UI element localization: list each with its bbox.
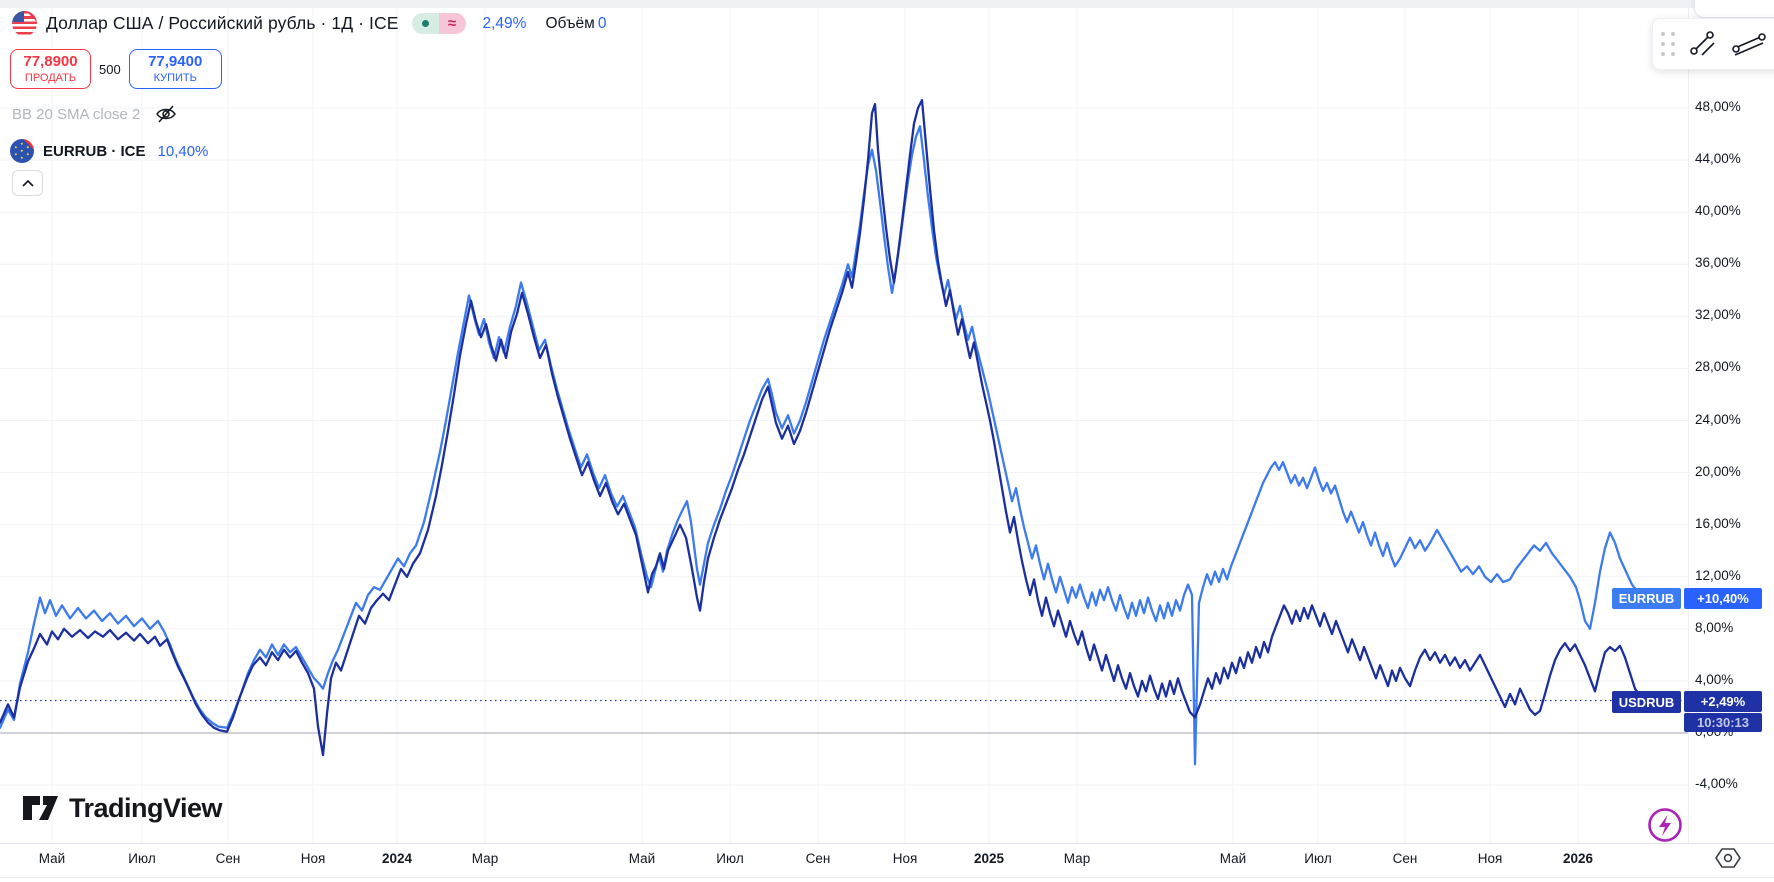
x-axis-tick-label: Июл xyxy=(1304,851,1332,866)
eur-rub-flag-icon xyxy=(10,139,34,163)
usdrub-value-badge: +2,49% xyxy=(1684,691,1762,712)
eurrub-price-label: EURRUB +10,40% xyxy=(1612,588,1762,609)
eurrub-symbol-badge: EURRUB xyxy=(1612,588,1681,609)
x-axis-tick-label: Июл xyxy=(128,851,156,866)
market-status-pill[interactable]: ≈ xyxy=(411,13,466,34)
change-percent: 2,49% xyxy=(482,14,527,32)
symbol-header: Доллар США / Российский рубль · 1Д · ICE… xyxy=(12,11,606,36)
drag-handle-dots-icon[interactable] xyxy=(1661,31,1676,57)
parallel-channel-icon xyxy=(1732,32,1766,56)
lightning-circle-icon xyxy=(1648,808,1682,842)
x-axis-tick-label: Май xyxy=(1219,851,1247,866)
price-axis-separator xyxy=(1688,8,1689,843)
top-right-panel-corner xyxy=(1694,0,1774,18)
sell-button[interactable]: 77,8900 ПРОДАТЬ xyxy=(10,49,91,89)
x-axis-tick-label: Май xyxy=(38,851,66,866)
indicator-row-bb[interactable]: BB 20 SMA close 2 xyxy=(12,102,178,126)
usdrub-price-label: USDRUB +2,49% 10:30:13 xyxy=(1612,691,1762,732)
buy-price: 77,9400 xyxy=(148,53,203,71)
x-axis-tick-label: Ноя xyxy=(892,851,918,866)
approx-status-icon: ≈ xyxy=(438,13,466,34)
market-open-dot-icon xyxy=(411,13,439,34)
volume-label: Объём xyxy=(545,14,595,32)
hexagon-settings-icon xyxy=(1715,848,1741,868)
sell-label: ПРОДАТЬ xyxy=(24,71,77,84)
usdrub-symbol-badge: USDRUB xyxy=(1612,691,1681,713)
x-axis-tick-label: Мар xyxy=(1063,851,1091,866)
trend-line-icon xyxy=(1690,30,1715,56)
x-axis-tick-label: Мар xyxy=(471,851,499,866)
x-axis-tick-label: Сен xyxy=(1392,851,1418,866)
quick-actions-button[interactable] xyxy=(1646,806,1684,844)
usdrub-countdown-timer: 10:30:13 xyxy=(1684,713,1762,732)
sell-price: 77,8900 xyxy=(23,53,78,71)
x-axis-tick-label: Ноя xyxy=(1477,851,1503,866)
buy-button[interactable]: 77,9400 КУПИТЬ xyxy=(128,49,222,89)
collapse-legend-button[interactable] xyxy=(12,170,43,196)
usd-rub-flag-icon xyxy=(12,11,37,36)
volume-readout: Объём 0 xyxy=(545,15,606,33)
top-edge-strip xyxy=(0,0,1774,8)
symbol-title[interactable]: Доллар США / Российский рубль · 1Д · ICE xyxy=(46,13,399,33)
bb-indicator-label[interactable]: BB 20 SMA close 2 xyxy=(12,105,141,123)
order-panel: 77,8900 ПРОДАТЬ 500 77,9400 КУПИТЬ xyxy=(10,49,222,89)
drawing-toolbar[interactable] xyxy=(1652,18,1774,70)
x-axis-tick-label: 2025 xyxy=(973,851,1005,866)
tradingview-logo[interactable]: TradingView xyxy=(22,792,223,824)
time-axis[interactable]: Май Июл Сен Ноя 2024 Мар Май Июл Сен Ноя 2025 Мар Ма… xyxy=(0,843,1774,882)
spread-value: 500 xyxy=(99,61,121,77)
compare-symbol-label[interactable]: EURRUB · ICE xyxy=(43,142,146,160)
tradingview-logo-text: TradingView xyxy=(69,792,223,823)
x-axis-tick-label: Сен xyxy=(215,851,241,866)
x-axis-tick-label: 2024 xyxy=(381,851,413,866)
parallel-channel-tool-button[interactable] xyxy=(1730,26,1768,63)
tradingview-glyph-icon xyxy=(23,796,58,820)
compare-symbol-row[interactable]: EURRUB · ICE 10,40% xyxy=(10,139,208,163)
x-axis-tick-label: 2026 xyxy=(1562,851,1594,866)
chevron-up-icon xyxy=(21,179,34,187)
eye-off-icon[interactable] xyxy=(154,102,178,126)
compare-change-percent: 10,40% xyxy=(157,142,209,160)
x-axis-tick-label: Июл xyxy=(716,851,744,866)
x-axis-tick-label: Май xyxy=(628,851,656,866)
buy-label: КУПИТЬ xyxy=(153,71,197,84)
eurrub-value-badge: +10,40% xyxy=(1684,588,1762,609)
volume-value: 0 xyxy=(597,14,607,32)
trend-line-tool-button[interactable] xyxy=(1686,26,1720,63)
session-settings-button[interactable] xyxy=(1714,846,1742,873)
time-axis-baseline xyxy=(0,877,1774,878)
x-axis-tick-label: Сен xyxy=(805,851,831,866)
x-axis-tick-label: Ноя xyxy=(300,851,326,866)
